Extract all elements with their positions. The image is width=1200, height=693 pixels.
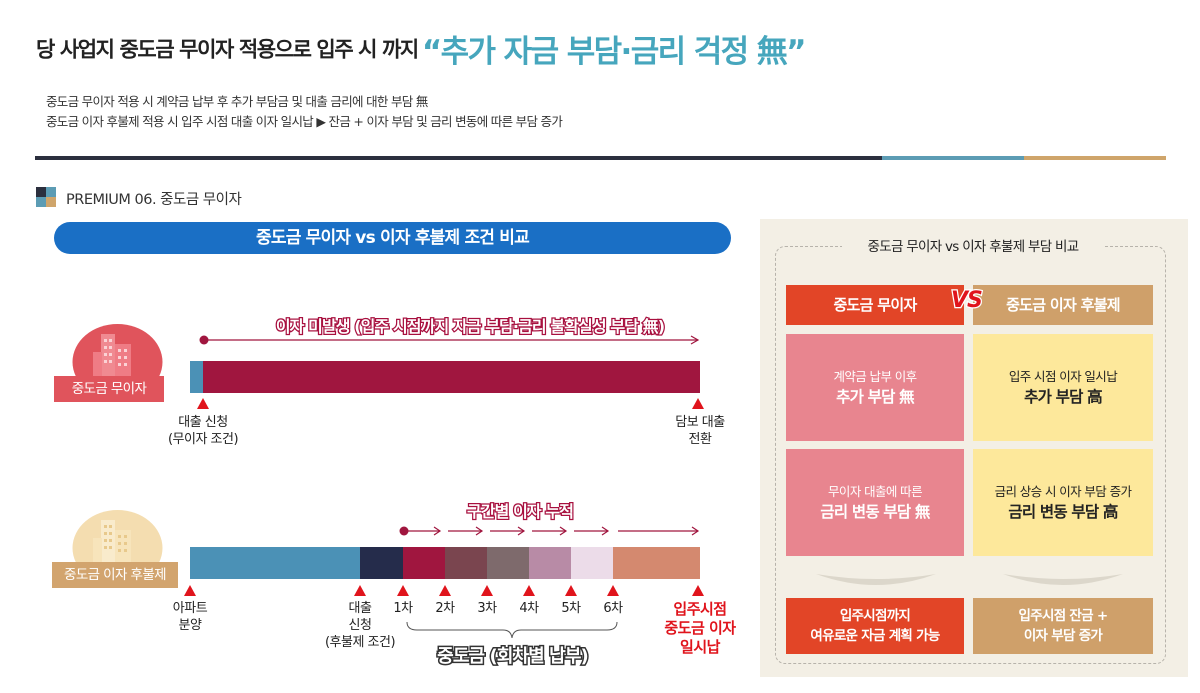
label-loan-apply: 대출 신청 (무이자 조건) [153,414,253,448]
cell-deferred-burden-desc: 입주 시점 이자 일시납 [1008,368,1118,384]
label-move-in-l1: 입주시점 [673,600,727,618]
label-installment-5: 5차 [561,601,581,616]
label-loan-deferred-l2: 신청 [348,618,372,633]
bar-seg-loan [360,547,403,579]
comparison-panel-title: 중도금 무이자 vs 이자 후불제 부담 비교 [842,234,1104,260]
label-apartment-sale-l2: 분양 [178,618,202,633]
label-move-in-payment: 입주시점 중도금 이자 일시납 [645,600,755,657]
marker-move-in [692,585,704,596]
installment-bracket [406,621,618,639]
label-installment-payment: 중도금 (회차별 납부) [436,645,591,669]
building-icon [72,324,163,388]
result-free-l1: 입주시점까지 [839,608,911,624]
cell-free-rate-value: 금리 변동 부담 無 [820,502,930,521]
result-deferred-l2: 이자 부담 증가 [1023,628,1103,644]
result-interest-free: 입주시점까지 여유로운 자금 계획 가능 [786,598,964,654]
cell-deferred-burden: 입주 시점 이자 일시납 추가 부담 高 [973,334,1153,441]
label-installment-1: 1차 [393,601,413,616]
timeline-arrow-1 [199,335,700,345]
banner-no-interest: 이자 미발생 (입주 시점까지 자금 부담·금리 불확실성 부담 無) [275,316,667,338]
marker-6 [607,585,619,596]
result-free-l2: 여유로운 자금 계획 가능 [810,628,940,644]
banner-interest-accumulation: 구간별 이자 누적 [466,501,575,523]
cell-free-burden-desc: 계약금 납부 이후 [833,368,917,384]
marker-3 [481,585,493,596]
divider-blue [882,156,1024,160]
cell-free-burden-value: 추가 부담 無 [836,387,915,406]
cell-free-rate: 무이자 대출에 따른 금리 변동 부담 無 [786,449,964,556]
label-installment-6: 6차 [603,601,623,616]
bar-seg-1 [403,547,445,579]
cell-deferred-rate: 금리 상승 시 이자 부담 증가 금리 변동 부담 高 [973,449,1153,556]
cell-free-rate-desc: 무이자 대출에 따른 [828,483,923,499]
marker-1 [397,585,409,596]
marker-2 [439,585,451,596]
label-mortgage-l2: 전환 [688,432,712,447]
bar-seg-4 [529,547,571,579]
cell-deferred-rate-value: 금리 변동 부담 高 [1008,502,1118,521]
label-installment-2: 2차 [435,601,455,616]
tag-deferred-interest: 중도금 이자 후불제 [52,562,178,588]
cell-free-burden: 계약금 납부 이후 추가 부담 無 [786,334,964,441]
cell-deferred-burden-value: 추가 부담 高 [1024,387,1103,406]
chevron-down-icon [1003,574,1123,585]
cell-deferred-rate-desc: 금리 상승 시 이자 부담 증가 [994,483,1132,499]
bar-seg-3 [487,547,529,579]
label-apartment-sale-l1: 아파트 [172,601,208,616]
label-loan-deferred: 대출 신청 (후불제 조건) [310,600,410,651]
divider-gold [1024,156,1166,160]
bar-seg-5 [571,547,613,579]
marker-loan-apply [197,398,209,409]
label-loan-deferred-l1: 대출 [348,601,372,616]
label-loan-apply-l2: (무이자 조건) [167,432,239,447]
header-deferred: 중도금 이자 후불제 [973,285,1153,325]
headline-accent: “추가 자금 부담·금리 걱정 無” [421,34,807,70]
result-deferred-l1: 입주시점 잔금 + [1018,608,1109,624]
marker-mortgage [692,398,704,409]
label-loan-deferred-l3: (후불제 조건) [324,635,396,650]
comparison-title-pill: 중도금 무이자 vs 이자 후불제 조건 비교 [54,222,731,254]
timeline-arrow-2 [399,526,700,536]
bar-row1-start [190,361,203,393]
summary-line-2: 중도금 이자 후불제 적용 시 입주 시점 대출 이자 일시납 ▶ 잔금 + 이… [46,114,563,129]
label-mortgage-l1: 담보 대출 [675,415,725,430]
divider-dark [35,156,882,160]
bar-row1-main [203,361,700,393]
label-move-in-l2: 중도금 이자 [664,619,736,637]
label-mortgage: 담보 대출 전환 [660,414,740,448]
tag-interest-free: 중도금 무이자 [54,376,164,402]
label-installment-4: 4차 [519,601,539,616]
label-installment-3: 3차 [477,601,497,616]
marker-5 [565,585,577,596]
marker-4 [523,585,535,596]
label-move-in-l3: 일시납 [680,638,720,656]
marker-loan [354,585,366,596]
section-squares-icon [36,187,57,207]
headline-main: 당 사업지 중도금 무이자 적용으로 입주 시 까지 [36,37,419,62]
headline: 당 사업지 중도금 무이자 적용으로 입주 시 까지 “추가 자금 부담·금리 걱… [36,26,807,71]
result-deferred: 입주시점 잔금 + 이자 부담 증가 [973,598,1153,654]
label-apartment-sale: 아파트 분양 [160,600,220,634]
label-loan-apply-l1: 대출 신청 [178,415,228,430]
marker-sale [184,585,196,596]
chevron-down-icon [816,574,936,585]
building-icon [72,510,163,574]
bar-seg-2 [445,547,487,579]
vs-badge: VS [950,287,984,315]
section-title: PREMIUM 06. 중도금 무이자 [66,192,242,208]
header-interest-free: 중도금 무이자 [786,285,964,325]
bar-seg-6 [613,547,700,579]
bar-seg-sale [190,547,360,579]
summary-line-1: 중도금 무이자 적용 시 계약금 납부 후 추가 부담금 및 대출 금리에 대한… [46,94,428,109]
